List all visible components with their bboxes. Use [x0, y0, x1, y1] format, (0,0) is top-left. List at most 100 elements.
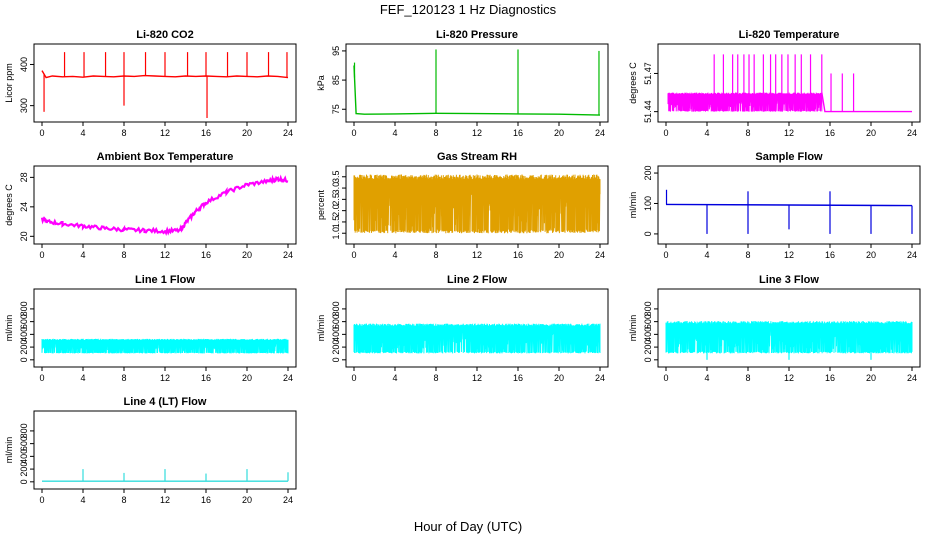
- data-line: [40, 174, 289, 236]
- y-tick-label: 100: [643, 196, 653, 211]
- x-tick-label: 0: [663, 250, 668, 260]
- x-tick-label: 12: [160, 250, 170, 260]
- y-tick-label: 200: [643, 340, 653, 355]
- x-tick-label: 8: [745, 128, 750, 138]
- x-tick-label: 0: [351, 128, 356, 138]
- x-tick-label: 4: [392, 128, 397, 138]
- y-tick-label: 1.0: [331, 227, 341, 240]
- x-tick-label: 12: [472, 128, 482, 138]
- y-tick-label: 20: [19, 231, 29, 241]
- data-band: [353, 174, 601, 234]
- x-tick-label: 20: [242, 250, 252, 260]
- y-tick-label: 0: [643, 231, 653, 236]
- x-tick-label: 4: [392, 373, 397, 383]
- x-tick-label: 8: [121, 495, 126, 505]
- x-tick-label: 8: [433, 250, 438, 260]
- x-tick-label: 8: [433, 128, 438, 138]
- x-tick-label: 20: [554, 128, 564, 138]
- x-tick-label: 12: [784, 128, 794, 138]
- panel-title: Line 2 Flow: [447, 274, 507, 286]
- y-tick-label: 200: [19, 462, 29, 477]
- x-tick-label: 20: [242, 128, 252, 138]
- x-tick-label: 16: [201, 495, 211, 505]
- panel-title: Ambient Box Temperature: [97, 151, 234, 163]
- x-tick-label: 24: [907, 128, 917, 138]
- x-tick-label: 16: [513, 373, 523, 383]
- x-tick-label: 0: [39, 373, 44, 383]
- x-tick-label: 0: [663, 128, 668, 138]
- x-tick-label: 24: [907, 250, 917, 260]
- y-tick-label: 95: [331, 46, 341, 56]
- x-tick-label: 20: [866, 250, 876, 260]
- data-band: [41, 338, 289, 354]
- x-tick-label: 8: [121, 373, 126, 383]
- y-tick-label: 800: [19, 423, 29, 438]
- x-tick-label: 4: [80, 373, 85, 383]
- x-tick-label: 20: [554, 373, 564, 383]
- y-axis-label: ml/min: [628, 315, 638, 342]
- x-tick-label: 24: [595, 373, 605, 383]
- panel-title: Li-820 Temperature: [739, 29, 840, 41]
- x-tick-label: 24: [283, 373, 293, 383]
- y-tick-label: 0: [331, 357, 341, 362]
- x-tick-label: 12: [160, 373, 170, 383]
- x-tick-label: 4: [80, 495, 85, 505]
- x-tick-label: 16: [201, 128, 211, 138]
- y-tick-label: 2.0: [331, 204, 341, 217]
- x-tick-label: 4: [704, 250, 709, 260]
- y-axis-label: Licor ppm: [4, 63, 14, 103]
- x-tick-label: 24: [907, 373, 917, 383]
- y-tick-label: 200: [19, 340, 29, 355]
- y-tick-label: 600: [331, 314, 341, 329]
- y-tick-label: 200: [643, 166, 653, 181]
- x-tick-label: 8: [433, 373, 438, 383]
- x-tick-label: 0: [663, 373, 668, 383]
- figure-title: FEF_120123 1 Hz Diagnostics: [380, 2, 557, 17]
- x-tick-label: 12: [784, 250, 794, 260]
- panel-title: Line 3 Flow: [759, 274, 819, 286]
- x-tick-label: 20: [242, 373, 252, 383]
- y-tick-label: 800: [643, 301, 653, 316]
- x-tick-label: 4: [80, 128, 85, 138]
- x-tick-label: 16: [513, 250, 523, 260]
- y-tick-label: 400: [19, 449, 29, 464]
- y-axis-label: ml/min: [628, 192, 638, 219]
- x-tick-label: 24: [283, 250, 293, 260]
- y-tick-label: 200: [331, 340, 341, 355]
- x-tick-label: 8: [121, 128, 126, 138]
- y-tick-label: 51.47: [643, 62, 653, 85]
- data-band: [667, 92, 823, 112]
- x-tick-label: 0: [39, 495, 44, 505]
- y-tick-label: 600: [19, 436, 29, 451]
- y-tick-label: 75: [331, 104, 341, 114]
- data-line: [353, 65, 601, 116]
- x-tick-label: 20: [866, 128, 876, 138]
- x-tick-label: 4: [704, 128, 709, 138]
- panel-10: Line 4 (LT) Flow 0 4 8 12 16 20 24 0 200400600800…: [4, 396, 297, 505]
- y-tick-label: 3.0: [331, 182, 341, 195]
- x-tick-label: 12: [160, 128, 170, 138]
- x-tick-label: 8: [745, 373, 750, 383]
- panel-title: Line 4 (LT) Flow: [124, 396, 207, 408]
- x-tick-label: 4: [392, 250, 397, 260]
- panel-5: Gas Stream RH 0 4 8 12 16 20 24 1.01.52.02.53.03…: [316, 151, 609, 260]
- x-tick-label: 4: [704, 373, 709, 383]
- y-tick-label: 28: [19, 172, 29, 182]
- x-tick-label: 0: [351, 250, 356, 260]
- y-tick-label: 800: [19, 301, 29, 316]
- data-band: [353, 323, 601, 354]
- data-line: [41, 70, 289, 79]
- x-tick-label: 24: [595, 250, 605, 260]
- x-tick-label: 8: [745, 250, 750, 260]
- x-tick-label: 8: [121, 250, 126, 260]
- y-tick-label: 600: [643, 314, 653, 329]
- y-tick-label: 1.5: [331, 216, 341, 229]
- x-tick-label: 20: [242, 495, 252, 505]
- y-tick-label: 400: [19, 57, 29, 72]
- x-tick-label: 24: [283, 128, 293, 138]
- x-tick-label: 16: [825, 250, 835, 260]
